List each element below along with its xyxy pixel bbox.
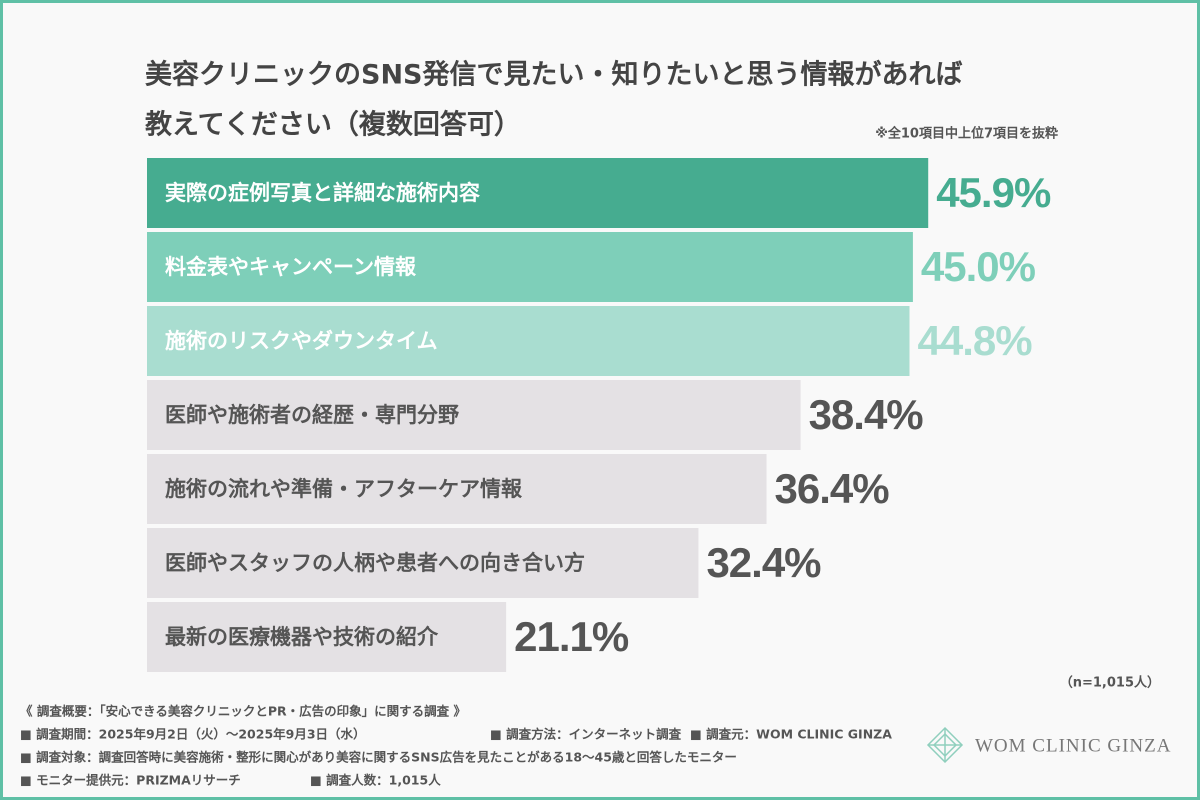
- value-label: 36.4%: [775, 465, 890, 512]
- footer-text: ■ 調査期間：2025年9月2日（火）～2025年9月3日（水）: [20, 727, 366, 742]
- category-label: 医師や施術者の経歴・専門分野: [165, 403, 459, 427]
- footer-text: ■ モニター提供元：PRIZMAリサーチ: [20, 773, 241, 788]
- bar: [147, 232, 913, 302]
- bar: [147, 528, 699, 598]
- sample-size: （n=1,015人）: [1060, 675, 1160, 691]
- chart-title: 教えてください（複数回答可）: [145, 109, 521, 141]
- bar: [147, 602, 507, 672]
- footer-text: ■ 調査元：WOM CLINIC GINZA: [690, 727, 892, 742]
- footer-text: ■ 調査対象：調査回答時に美容施術・整形に関心があり美容に関するSNS広告を見た…: [20, 750, 737, 765]
- value-label: 21.1%: [514, 613, 629, 660]
- category-label: 最新の医療機器や技術の紹介: [165, 625, 439, 649]
- category-label: 施術のリスクやダウンタイム: [165, 329, 438, 353]
- note: ※全10項目中上位7項目を抜粋: [875, 126, 1058, 142]
- chart-title: 美容クリニックのSNS発信で見たい・知りたいと思う情報があれば: [145, 59, 963, 91]
- category-label: 料金表やキャンペーン情報: [165, 255, 417, 279]
- category-label: 医師やスタッフの人柄や患者への向き合い方: [165, 551, 585, 575]
- value-label: 45.9%: [936, 169, 1051, 216]
- category-label: 施術の流れや準備・アフターケア情報: [165, 477, 523, 501]
- footer-text: ■ 調査人数：1,015人: [310, 773, 441, 788]
- footer-text: ■ 調査方法：インターネット調査: [490, 727, 682, 742]
- footer-text: 《 調査概要：「安心できる美容クリニックとPR・広告の印象」に関する調査 》: [20, 704, 466, 719]
- value-label: 32.4%: [706, 539, 821, 586]
- logo-text: WOM CLINIC GINZA: [975, 735, 1171, 756]
- value-label: 44.8%: [917, 317, 1032, 364]
- category-label: 実際の症例写真と詳細な施術内容: [165, 181, 480, 205]
- value-label: 38.4%: [809, 391, 924, 438]
- logo-icon: [926, 726, 964, 764]
- bar: [147, 380, 801, 450]
- value-label: 45.0%: [921, 243, 1036, 290]
- bar: [147, 454, 767, 524]
- bar: [147, 158, 929, 228]
- bar: [147, 306, 910, 376]
